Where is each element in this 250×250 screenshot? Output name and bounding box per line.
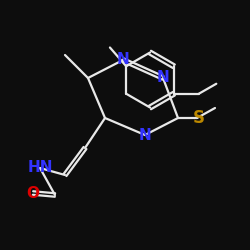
Text: N: N [156, 70, 170, 86]
Text: N: N [116, 52, 130, 68]
Text: HN: HN [27, 160, 53, 176]
Text: O: O [26, 186, 40, 200]
Text: S: S [192, 109, 204, 127]
Text: N: N [138, 128, 151, 142]
